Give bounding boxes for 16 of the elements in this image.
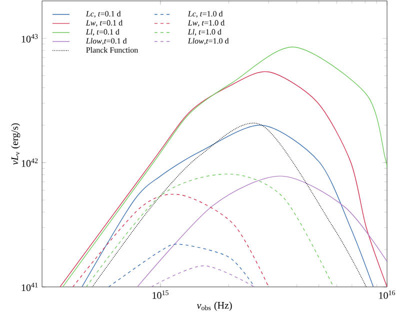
- y-tick-label: 10$^{41}$: [22, 282, 38, 292]
- legend-label: Lc, t=1.0 d: [188, 10, 223, 18]
- legend-label: Lw, t=1.0 d: [188, 20, 224, 27]
- y-tick-label: 10$^{42}$: [22, 158, 38, 167]
- legend-label: Llow,t=0.1 d: [86, 38, 127, 45]
- legend-label: Planck Function: [86, 47, 138, 53]
- y-axis-title: νL$_{ν}$ (erg/s): [11, 123, 20, 165]
- legend-label: Ll, t=0.1 d: [86, 28, 120, 36]
- legend-label: Lw, t=0.1 d: [86, 20, 122, 27]
- legend-label: Llow,t=1.0 d: [188, 38, 229, 45]
- legend-label: Ll, t=1.0 d: [188, 28, 222, 36]
- x-tick-label: 10$^{15}$: [152, 290, 168, 299]
- x-tick-label: 10$^{16}$: [379, 290, 396, 299]
- y-tick-label: 10$^{43}$: [22, 34, 38, 43]
- legend-label: Lc, t=0.1 d: [86, 10, 121, 18]
- x-axis-title: ν$_{obs}$ (Hz): [196, 302, 232, 311]
